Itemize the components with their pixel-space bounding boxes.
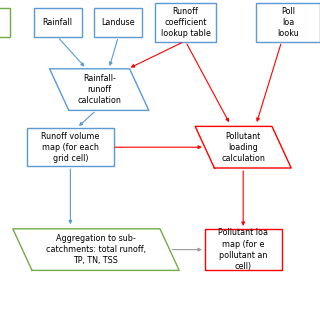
Text: Aggregation to sub-
catchments: total runoff,
TP, TN, TSS: Aggregation to sub- catchments: total ru… — [46, 234, 146, 265]
Bar — [205, 229, 282, 270]
Text: Rainfall: Rainfall — [43, 18, 73, 27]
Bar — [256, 3, 320, 42]
Bar — [34, 8, 82, 37]
Polygon shape — [50, 69, 149, 110]
Bar — [94, 8, 142, 37]
Text: Rainfall-
runoff
calculation: Rainfall- runoff calculation — [77, 74, 121, 105]
Bar — [27, 128, 114, 166]
Text: Runoff volume
map (for each
grid cell): Runoff volume map (for each grid cell) — [41, 132, 100, 163]
Text: Pollutant
loading
calculation: Pollutant loading calculation — [221, 132, 265, 163]
Text: Runoff
coefficient
lookup table: Runoff coefficient lookup table — [161, 7, 211, 38]
Text: Pollutant loa
map (for e
pollutant an
cell): Pollutant loa map (for e pollutant an ce… — [218, 228, 268, 271]
Polygon shape — [195, 126, 291, 168]
Polygon shape — [13, 229, 179, 270]
Bar — [155, 3, 216, 42]
Bar — [0, 8, 10, 37]
Text: Landuse: Landuse — [101, 18, 135, 27]
Text: Poll
loa
looku: Poll loa looku — [277, 7, 299, 38]
